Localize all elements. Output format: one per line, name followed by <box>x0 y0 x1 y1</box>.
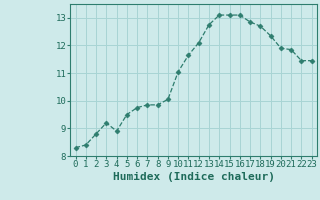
X-axis label: Humidex (Indice chaleur): Humidex (Indice chaleur) <box>113 172 275 182</box>
